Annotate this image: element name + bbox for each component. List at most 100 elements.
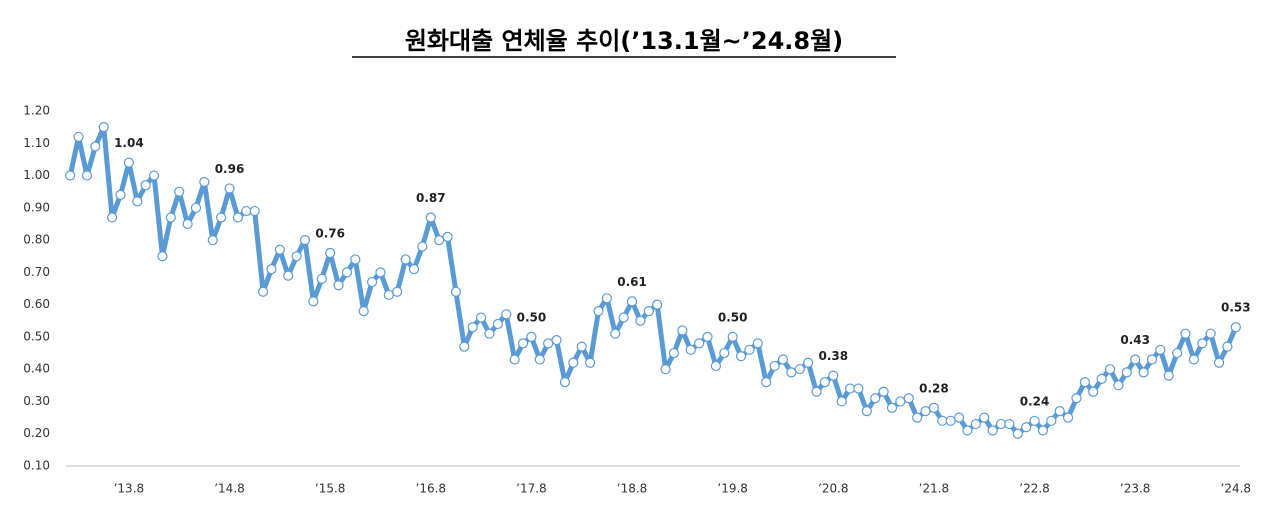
data-point xyxy=(115,189,126,201)
data-point xyxy=(174,186,185,197)
data-point xyxy=(408,264,420,275)
y-tick-label: 1.20 xyxy=(23,104,50,118)
data-point xyxy=(425,212,436,223)
data-point xyxy=(1163,370,1174,381)
x-tick-label: ’17.8 xyxy=(516,482,547,496)
data-label: 0.43 xyxy=(1120,333,1150,347)
y-tick-label: 1.10 xyxy=(23,136,50,150)
data-point xyxy=(148,170,160,181)
data-point xyxy=(962,425,973,436)
data-point xyxy=(727,331,738,343)
data-point xyxy=(417,241,428,252)
data-point xyxy=(492,318,503,330)
data-point xyxy=(107,212,118,223)
data-point xyxy=(207,234,218,246)
data-point xyxy=(886,402,898,414)
data-point xyxy=(1054,406,1065,417)
data-label: 0.96 xyxy=(215,162,245,176)
data-point xyxy=(299,234,311,246)
x-tick-label: ’22.8 xyxy=(1019,482,1050,496)
data-point xyxy=(224,183,235,194)
data-point xyxy=(828,370,839,381)
x-tick-label: ’21.8 xyxy=(919,482,950,496)
data-point xyxy=(803,357,814,368)
data-point xyxy=(1205,328,1216,339)
data-point xyxy=(920,406,931,417)
y-tick-label: 0.40 xyxy=(23,362,50,376)
data-point xyxy=(685,344,696,355)
data-point xyxy=(358,305,369,317)
x-tick-label: ’19.8 xyxy=(717,482,748,496)
x-tick-label: ’13.8 xyxy=(114,482,145,496)
data-point xyxy=(325,247,336,259)
data-label: 0.50 xyxy=(517,310,547,324)
data-point xyxy=(1029,415,1040,426)
data-point xyxy=(157,251,168,262)
data-point xyxy=(610,328,621,339)
data-point xyxy=(517,338,529,349)
x-tick-label: ’24.8 xyxy=(1221,482,1252,496)
data-point xyxy=(341,267,353,278)
data-point xyxy=(1130,354,1141,365)
data-point xyxy=(1197,338,1208,349)
data-point xyxy=(903,393,914,404)
data-point xyxy=(593,305,604,317)
data-point xyxy=(878,386,889,397)
data-point xyxy=(165,212,176,223)
data-point xyxy=(1104,364,1116,375)
data-point xyxy=(945,415,956,426)
data-point xyxy=(1213,357,1225,368)
data-point xyxy=(241,205,252,217)
data-point xyxy=(1188,354,1199,365)
data-point xyxy=(576,341,587,352)
data-point xyxy=(366,276,378,288)
data-point xyxy=(450,286,462,297)
data-point xyxy=(140,180,151,191)
data-point xyxy=(484,328,495,339)
data-point xyxy=(467,322,478,333)
data-point xyxy=(81,170,93,181)
data-label: 0.50 xyxy=(718,310,748,324)
data-point xyxy=(551,335,562,346)
data-point xyxy=(719,347,730,359)
data-point xyxy=(912,412,923,423)
data-point xyxy=(1062,412,1074,423)
data-point xyxy=(1037,425,1049,436)
data-point xyxy=(761,376,772,388)
data-point xyxy=(123,157,134,168)
data-point xyxy=(249,205,260,217)
data-point xyxy=(987,425,998,436)
data-point xyxy=(526,331,537,343)
data-point xyxy=(350,254,361,265)
data-point xyxy=(752,338,763,349)
data-point xyxy=(702,331,713,343)
data-point xyxy=(1088,386,1099,397)
data-point xyxy=(1079,376,1090,388)
data-point xyxy=(1113,380,1124,391)
data-point xyxy=(501,309,512,320)
data-point xyxy=(434,234,445,246)
data-point xyxy=(232,212,244,223)
data-point xyxy=(970,418,981,430)
data-point xyxy=(618,312,629,323)
data-point xyxy=(375,267,386,278)
data-point xyxy=(90,141,101,152)
data-point xyxy=(794,364,805,375)
data-point xyxy=(769,360,780,372)
data-point xyxy=(1222,341,1233,352)
data-point xyxy=(585,357,596,368)
data-point xyxy=(1012,428,1023,439)
data-point xyxy=(895,396,906,407)
data-label: 0.38 xyxy=(818,349,848,363)
data-point xyxy=(819,376,831,388)
data-point xyxy=(1230,322,1241,333)
data-point xyxy=(400,254,411,265)
data-point xyxy=(73,131,84,142)
data-point xyxy=(392,286,403,297)
data-point xyxy=(811,386,822,397)
data-label: 0.24 xyxy=(1020,394,1050,408)
data-point xyxy=(735,351,747,362)
y-tick-label: 1.00 xyxy=(23,168,50,182)
data-line xyxy=(67,124,1239,437)
y-tick-label: 0.90 xyxy=(23,200,50,214)
